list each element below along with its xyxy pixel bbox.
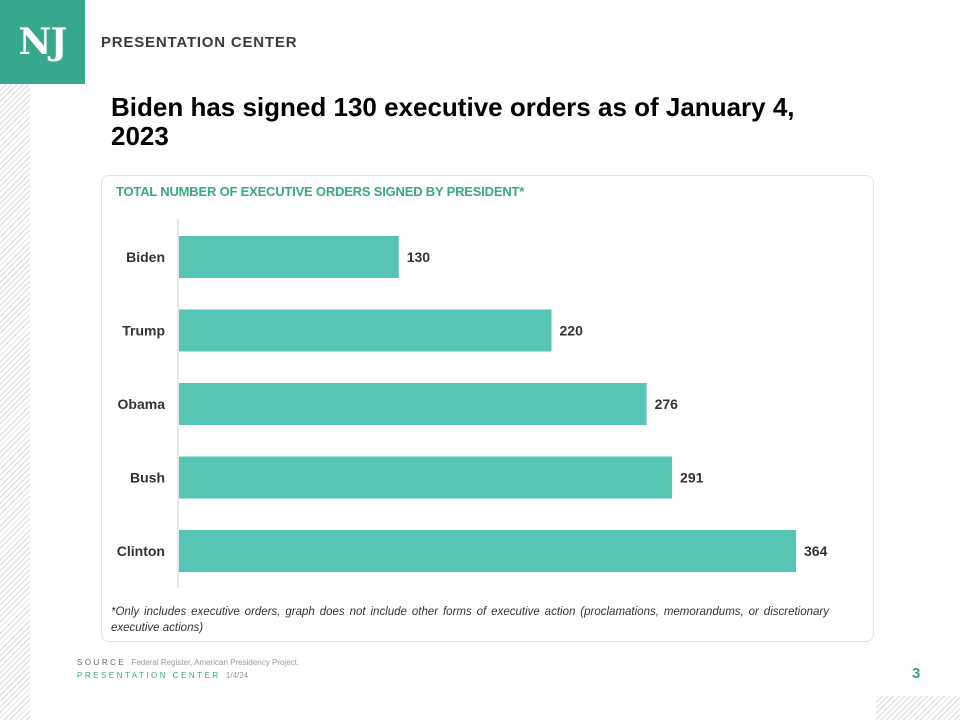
category-label-trump: Trump bbox=[122, 323, 165, 339]
category-label-biden: Biden bbox=[126, 249, 165, 265]
source-text: Federal Register, American Presidency Pr… bbox=[131, 658, 300, 667]
value-label-bush: 291 bbox=[680, 470, 704, 486]
bar-bush bbox=[179, 456, 673, 499]
category-label-obama: Obama bbox=[118, 396, 166, 412]
source-label: SOURCE bbox=[77, 658, 127, 667]
decorative-hatch-left bbox=[0, 84, 30, 720]
category-label-clinton: Clinton bbox=[117, 543, 165, 559]
value-label-biden: 130 bbox=[407, 249, 431, 265]
category-label-bush: Bush bbox=[130, 470, 165, 486]
bar-biden bbox=[179, 236, 399, 278]
footer-date: 1/4/24 bbox=[225, 671, 249, 680]
source-line: SOURCE Federal Register, American Presid… bbox=[77, 658, 299, 667]
decorative-hatch-bottom-right bbox=[876, 696, 960, 720]
value-label-obama: 276 bbox=[655, 396, 679, 412]
bar-clinton bbox=[179, 530, 796, 572]
value-label-clinton: 364 bbox=[804, 543, 828, 559]
bar-obama bbox=[179, 383, 647, 425]
bar-trump bbox=[179, 309, 552, 352]
chart-title: TOTAL NUMBER OF EXECUTIVE ORDERS SIGNED … bbox=[116, 184, 525, 199]
chart-footnote: *Only includes executive orders, graph d… bbox=[111, 606, 829, 634]
page-number: 3 bbox=[912, 665, 921, 682]
value-label-trump: 220 bbox=[560, 323, 584, 339]
presentation-center-line: PRESENTATION CENTER 1/4/24 bbox=[77, 671, 248, 680]
presentation-center-label: PRESENTATION CENTER bbox=[77, 671, 221, 680]
nj-logo: NJ bbox=[0, 0, 85, 84]
slide-title: Biden has signed 130 executive orders as… bbox=[111, 92, 795, 151]
header-label: PRESENTATION CENTER bbox=[101, 34, 298, 51]
